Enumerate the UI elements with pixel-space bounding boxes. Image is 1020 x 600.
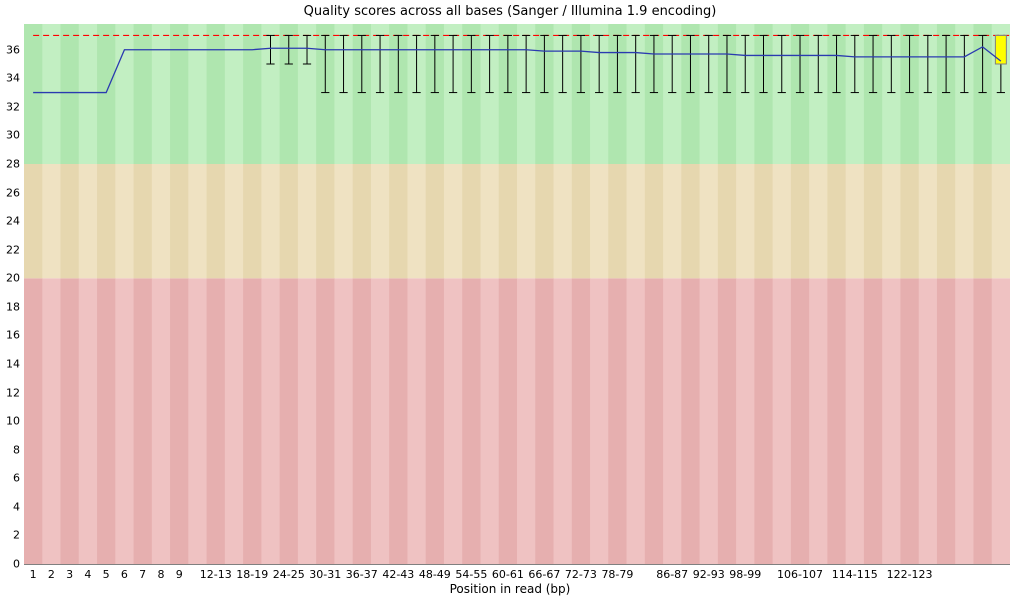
x-tick-label: 5 xyxy=(103,568,110,581)
y-tick-label: 36 xyxy=(6,43,20,56)
chart-title: Quality scores across all bases (Sanger … xyxy=(0,4,1020,19)
x-tick-label: 30-31 xyxy=(309,568,341,581)
x-tick-label: 3 xyxy=(66,568,73,581)
y-tick-label: 2 xyxy=(13,529,20,542)
x-tick-label: 1 xyxy=(30,568,37,581)
x-axis-label: Position in read (bp) xyxy=(0,582,1020,596)
y-tick-label: 0 xyxy=(13,558,20,571)
chart-svg xyxy=(24,24,1010,564)
x-tick-label: 72-73 xyxy=(565,568,597,581)
y-tick-label: 16 xyxy=(6,329,20,342)
y-tick-label: 4 xyxy=(13,500,20,513)
y-tick-label: 28 xyxy=(6,158,20,171)
x-tick-label: 106-107 xyxy=(777,568,823,581)
x-tick-label: 2 xyxy=(48,568,55,581)
plot-area xyxy=(24,24,1010,565)
x-tick-label: 18-19 xyxy=(236,568,268,581)
x-tick-label: 42-43 xyxy=(382,568,414,581)
x-tick-label: 122-123 xyxy=(887,568,933,581)
x-tick-label: 9 xyxy=(176,568,183,581)
x-tick-label: 8 xyxy=(157,568,164,581)
y-tick-label: 14 xyxy=(6,358,20,371)
x-tick-label: 66-67 xyxy=(528,568,560,581)
x-tick-label: 48-49 xyxy=(419,568,451,581)
y-tick-label: 22 xyxy=(6,243,20,256)
x-tick-label: 12-13 xyxy=(200,568,232,581)
x-tick-label: 54-55 xyxy=(455,568,487,581)
x-tick-label: 7 xyxy=(139,568,146,581)
x-tick-label: 92-93 xyxy=(693,568,725,581)
x-tick-label: 114-115 xyxy=(832,568,878,581)
y-tick-label: 6 xyxy=(13,472,20,485)
y-tick-label: 12 xyxy=(6,386,20,399)
x-tick-label: 6 xyxy=(121,568,128,581)
y-tick-label: 8 xyxy=(13,443,20,456)
x-tick-label: 78-79 xyxy=(601,568,633,581)
x-tick-label: 24-25 xyxy=(273,568,305,581)
y-tick-label: 32 xyxy=(6,100,20,113)
x-tick-label: 4 xyxy=(84,568,91,581)
y-tick-label: 30 xyxy=(6,129,20,142)
y-tick-label: 26 xyxy=(6,186,20,199)
quality-chart: Quality scores across all bases (Sanger … xyxy=(0,0,1020,600)
y-tick-label: 24 xyxy=(6,215,20,228)
x-tick-label: 60-61 xyxy=(492,568,524,581)
x-tick-label: 86-87 xyxy=(656,568,688,581)
y-tick-label: 10 xyxy=(6,415,20,428)
x-tick-label: 36-37 xyxy=(346,568,378,581)
y-tick-label: 20 xyxy=(6,272,20,285)
y-tick-label: 34 xyxy=(6,72,20,85)
y-tick-label: 18 xyxy=(6,300,20,313)
x-tick-label: 98-99 xyxy=(729,568,761,581)
